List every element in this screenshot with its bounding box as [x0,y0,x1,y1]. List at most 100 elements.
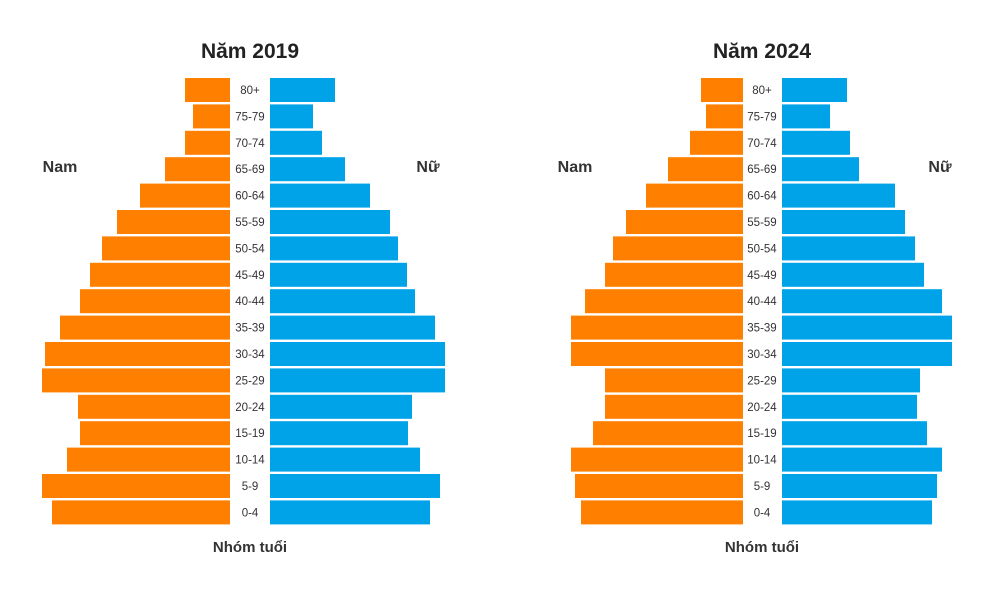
age-group-label: 60-64 [747,191,777,203]
bar-male-40-44 [80,289,230,314]
age-group-label: 80+ [752,85,772,97]
bar-male-70-74 [690,130,743,155]
bar-female-0-4 [782,500,932,525]
bar-male-25-29 [42,368,230,393]
age-group-label: 10-14 [747,455,777,467]
age-group-label: 30-34 [747,349,777,361]
age-group-label: 35-39 [235,323,264,335]
pyramid-2024: Năm 2024 Nam Nữ 0-4 5-9 10-14 15-19 20-24 25-29 3… [520,0,1000,600]
bar-female-80+ [782,78,847,102]
bar-female-45-49 [270,262,407,287]
bar-female-65-69 [270,157,345,182]
bar-female-60-64 [782,183,895,208]
bar-female-10-14 [270,447,420,472]
bar-male-10-14 [571,447,743,472]
pyramid-2024-svg: Năm 2024 Nam Nữ 0-4 5-9 10-14 15-19 20-24 25-29 3… [558,40,952,556]
bar-male-15-19 [80,421,230,446]
bar-female-50-54 [270,236,398,261]
legend-female: Nữ [416,159,440,176]
age-group-label: 10-14 [235,455,265,467]
bar-male-20-24 [605,394,743,419]
bar-male-55-59 [117,210,230,234]
bar-male-55-59 [626,210,743,234]
bar-female-25-29 [270,368,445,393]
age-group-label: 0-4 [242,507,259,519]
chart-title: Năm 2024 [713,40,811,63]
bar-female-35-39 [782,315,952,340]
bar-male-30-34 [45,342,230,366]
age-group-label: 70-74 [235,138,265,150]
age-group-label: 35-39 [747,323,776,335]
bar-female-55-59 [270,210,390,234]
bar-female-65-69 [782,157,859,182]
legend-female: Nữ [928,159,952,176]
bar-male-20-24 [78,394,230,419]
bar-female-75-79 [782,104,830,129]
bar-male-70-74 [185,130,230,155]
pyramid-2019: Năm 2019 Nam Nữ 0-4 5-9 10-14 15-19 20-24 25-29 3… [42,40,445,556]
bar-female-5-9 [782,474,937,498]
bar-male-60-64 [140,183,230,208]
axis-label: Nhóm tuổi [725,539,799,556]
bar-male-30-34 [571,342,743,366]
bar-male-5-9 [42,474,230,498]
age-group-label: 55-59 [747,217,776,229]
legend-male: Nam [43,159,78,176]
age-group-label: 70-74 [747,138,777,150]
age-group-label: 50-54 [235,243,265,255]
bar-male-50-54 [613,236,743,261]
bar-female-55-59 [782,210,905,234]
age-group-label: 45-49 [235,270,264,282]
bar-female-40-44 [782,289,942,314]
bar-female-0-4 [270,500,430,525]
pyramid-2019-svg: Năm 2019 Nam Nữ 0-4 5-9 10-14 15-19 20-24 25-29 3… [42,40,445,556]
age-group-label: 50-54 [747,243,777,255]
bar-female-30-34 [270,342,445,366]
age-group-label: 55-59 [235,217,264,229]
age-group-label: 20-24 [235,402,265,414]
bar-female-20-24 [782,394,917,419]
bar-male-65-69 [165,157,230,182]
bar-male-25-29 [605,368,743,393]
bar-female-70-74 [270,130,322,155]
bar-female-10-14 [782,447,942,472]
age-group-label: 60-64 [235,191,265,203]
chart-title: Năm 2019 [201,40,299,63]
bar-female-50-54 [782,236,915,261]
age-group-label: 65-69 [235,164,264,176]
bar-male-80+ [185,78,230,102]
age-group-label: 75-79 [747,111,776,123]
axis-label: Nhóm tuổi [213,539,287,556]
age-group-label: 30-34 [235,349,265,361]
age-group-label: 15-19 [747,428,776,440]
bar-female-15-19 [782,421,927,446]
bar-male-50-54 [102,236,230,261]
age-group-label: 45-49 [747,270,776,282]
age-group-label: 0-4 [754,507,771,519]
age-group-label: 15-19 [235,428,264,440]
age-group-label: 20-24 [747,402,777,414]
bar-female-45-49 [782,262,924,287]
bar-female-75-79 [270,104,313,129]
bar-female-25-29 [782,368,920,393]
bar-male-45-49 [90,262,230,287]
bar-male-75-79 [706,104,743,129]
age-group-label: 65-69 [747,164,776,176]
age-group-label: 5-9 [242,481,259,493]
bar-female-35-39 [270,315,435,340]
bar-male-65-69 [668,157,743,182]
age-group-label: 80+ [240,85,260,97]
bar-male-35-39 [60,315,230,340]
age-group-label: 25-29 [235,375,264,387]
age-group-label: 40-44 [747,296,777,308]
bar-female-15-19 [270,421,408,446]
age-group-label: 5-9 [754,481,771,493]
bar-female-5-9 [270,474,440,498]
age-group-label: 75-79 [235,111,264,123]
bar-male-35-39 [571,315,743,340]
bar-female-80+ [270,78,335,102]
bar-male-5-9 [575,474,743,498]
bar-male-15-19 [593,421,743,446]
bar-female-20-24 [270,394,412,419]
bar-male-75-79 [193,104,230,129]
